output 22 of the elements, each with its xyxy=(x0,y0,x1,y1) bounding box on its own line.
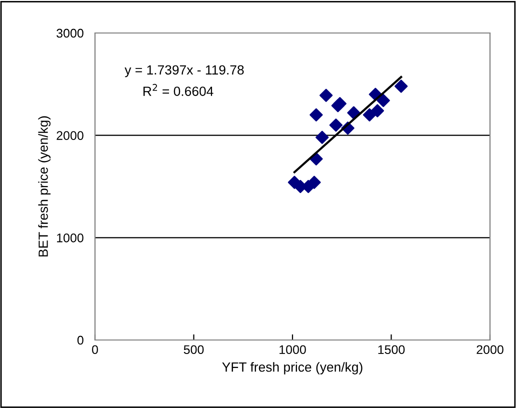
point xyxy=(310,108,323,122)
y-tick-label: 0 xyxy=(77,336,84,345)
y-tick-label: 1000 xyxy=(57,233,84,242)
y-axis-title: BET fresh price (yen/kg) xyxy=(38,116,51,256)
point xyxy=(394,80,408,93)
x-tick-label: 500 xyxy=(184,345,204,354)
x-tick-label: 0 xyxy=(92,345,98,354)
y-tick-label: 3000 xyxy=(56,28,84,38)
x-tick-label: 1000 xyxy=(280,345,306,354)
annotation: y = 1.7397x - 119.78 xyxy=(124,65,244,78)
x-tick-label: 2000 xyxy=(476,345,504,354)
annotation: R$^{2}$ = 0.6604 xyxy=(143,84,214,96)
x-tick-label: 1500 xyxy=(378,345,405,354)
point xyxy=(376,94,390,108)
point xyxy=(308,176,321,189)
point xyxy=(329,118,343,132)
point xyxy=(362,108,376,122)
y-tick-label: 2000 xyxy=(56,131,84,140)
x-axis-title: YFT fresh price (yen/kg) xyxy=(222,362,362,374)
point xyxy=(316,130,329,144)
point xyxy=(370,104,384,118)
point xyxy=(319,88,333,102)
